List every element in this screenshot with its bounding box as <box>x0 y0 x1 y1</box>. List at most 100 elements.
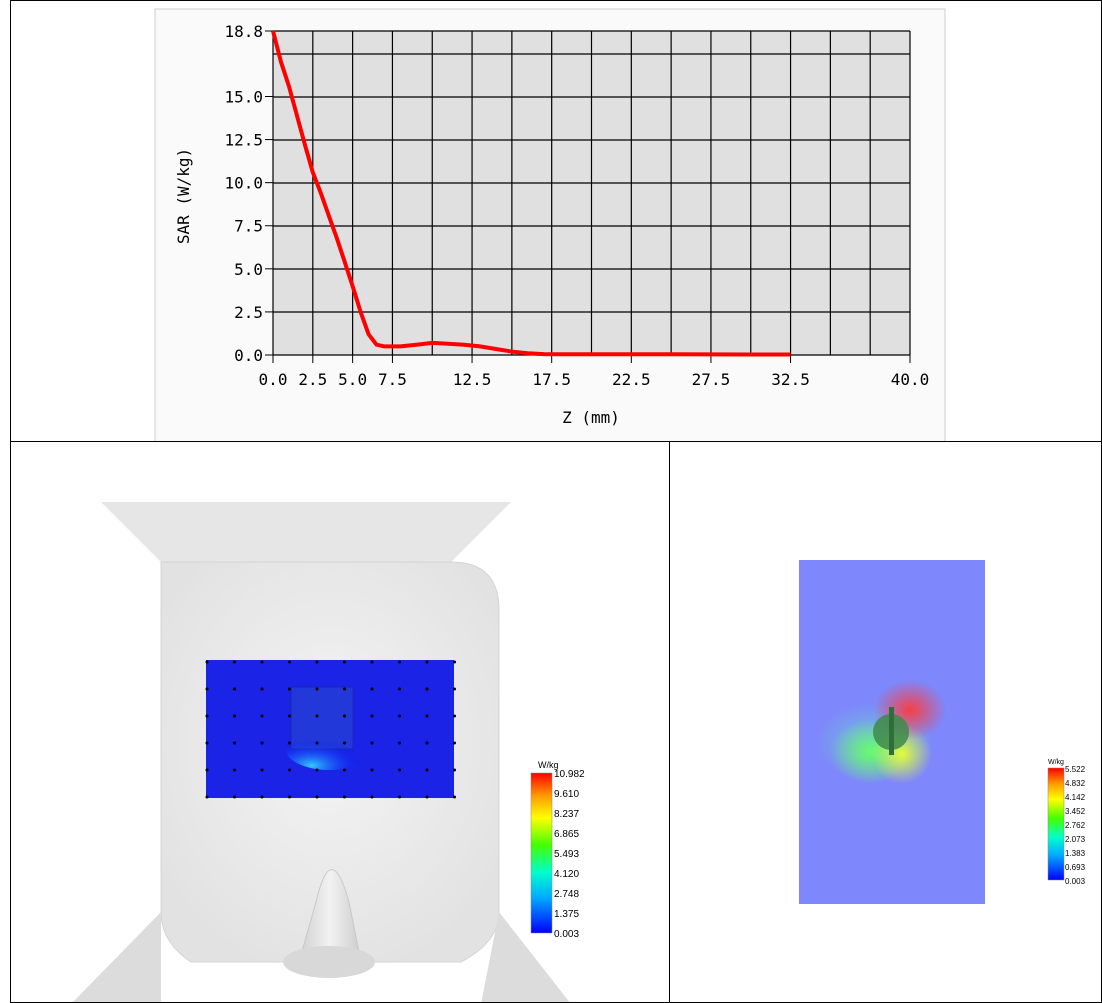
scan-grid-point <box>453 741 456 745</box>
scan-grid-point <box>288 687 291 691</box>
scan-grid-point <box>315 795 319 799</box>
y-axis-label: SAR (W/kg) <box>174 148 193 244</box>
scan-grid-point <box>315 768 319 772</box>
scan-grid-point <box>398 795 401 799</box>
area-scan-panel: W/kg 10.982 9.610 8.237 6.865 5.493 4.120 2.74… <box>10 441 670 1003</box>
scan-grid-point <box>425 687 429 691</box>
colorbar-1-unit: W/kg <box>538 760 559 770</box>
x-tick-label: 2.5 <box>298 370 327 389</box>
scan-grid-point <box>315 714 319 718</box>
scan-grid-point <box>205 768 209 772</box>
scan-grid-point <box>233 714 236 718</box>
scan-grid-point <box>315 687 319 691</box>
scan-grid-point <box>343 714 346 718</box>
colorbar-2-label: 2.073 <box>1065 835 1086 844</box>
colorbar-1-label: 5.493 <box>554 849 579 860</box>
scan-grid-point <box>453 714 456 718</box>
y-tick-label: 10.0 <box>224 174 263 193</box>
scan-grid-point <box>233 768 236 772</box>
area-scan-image: W/kg 10.982 9.610 8.237 6.865 5.493 4.120 2.74… <box>72 502 585 1002</box>
colorbar-2-label: 3.452 <box>1065 807 1086 816</box>
scan-grid-point <box>233 687 236 691</box>
scan-grid-point <box>288 768 291 772</box>
colorbar-2 <box>1047 767 1065 881</box>
scan-grid-point <box>425 795 429 799</box>
scan-grid-point <box>260 741 264 745</box>
scan-grid-point <box>343 795 346 799</box>
scan-grid-point <box>398 660 401 664</box>
sar-series-line <box>271 30 791 357</box>
scan-grid-point <box>288 660 291 664</box>
x-tick-label: 5.0 <box>338 370 367 389</box>
phantom-peg-base <box>283 946 375 978</box>
colorbar-1-label: 2.748 <box>554 889 579 900</box>
scan-grid-point <box>425 714 429 718</box>
scan-grid-point <box>315 660 319 664</box>
scan-grid-point <box>205 687 209 691</box>
y-tick-label: 18.8 <box>224 22 263 41</box>
colorbar-1-label: 0.003 <box>554 929 579 940</box>
sar-line-chart: 0.0 2.5 5.0 7.5 10.0 12.5 15.0 18.8 0.0 2.5 5.0 7.… <box>154 8 946 442</box>
zoom-peak-axis <box>889 707 894 755</box>
scan-grid-point <box>370 795 374 799</box>
scan-grid-point <box>343 741 346 745</box>
scan-grid-point <box>398 768 401 772</box>
x-axis-label: Z (mm) <box>562 408 620 427</box>
colorbar-1-label: 1.375 <box>554 909 579 920</box>
phantom-top-rim <box>101 502 511 562</box>
scan-grid-point <box>205 714 209 718</box>
scan-grid-point <box>260 687 264 691</box>
scan-grid-point <box>453 768 456 772</box>
x-tick-label: 40.0 <box>891 370 930 389</box>
phantom-right-leg <box>481 912 570 1002</box>
scan-grid-point <box>260 795 264 799</box>
y-tick-label: 0.0 <box>234 346 263 365</box>
colorbar-1-label: 9.610 <box>554 789 579 800</box>
x-tick-label: 0.0 <box>259 370 288 389</box>
scan-grid-point <box>398 714 401 718</box>
scan-grid-points <box>205 660 456 799</box>
sar-z-scan-panel: 0.0 2.5 5.0 7.5 10.0 12.5 15.0 18.8 0.0 2.5 5.0 7.… <box>10 0 1102 442</box>
zoom-scan-image: W/kg 5.522 4.832 4.142 3.452 2.762 2.073 1.383… <box>799 560 1086 904</box>
scan-grid-point <box>205 741 209 745</box>
zoom-scan-panel: W/kg 5.522 4.832 4.142 3.452 2.762 2.073 1.383… <box>669 441 1102 1003</box>
x-tick-label: 17.5 <box>532 370 571 389</box>
y-tick-label: 5.0 <box>234 260 263 279</box>
phantom-left-leg <box>72 912 161 1002</box>
colorbar-1-label: 6.865 <box>554 829 579 840</box>
y-tick-label: 2.5 <box>234 303 263 322</box>
scan-grid-point <box>398 741 401 745</box>
colorbar-1-label: 10.982 <box>554 769 585 780</box>
scan-grid-point <box>233 741 236 745</box>
colorbar-2-label: 2.762 <box>1065 821 1086 830</box>
scan-grid-point <box>425 741 429 745</box>
y-tick-label: 12.5 <box>224 131 263 150</box>
scan-grid-point <box>370 741 374 745</box>
colorbar-1-label: 4.120 <box>554 869 579 880</box>
scan-grid-point <box>260 660 264 664</box>
scan-grid-point <box>370 714 374 718</box>
scan-grid-point <box>315 741 319 745</box>
scan-grid-point <box>233 795 236 799</box>
colorbar-1-label: 8.237 <box>554 809 579 820</box>
scan-grid-point <box>343 768 346 772</box>
scan-grid-point <box>205 795 209 799</box>
scan-grid-point <box>370 687 374 691</box>
scan-grid-point <box>425 660 429 664</box>
scan-grid-point <box>288 741 291 745</box>
scan-grid-point <box>425 768 429 772</box>
x-tick-label: 12.5 <box>453 370 492 389</box>
x-tick-label: 7.5 <box>378 370 407 389</box>
colorbar-2-label: 1.383 <box>1065 849 1086 858</box>
phantom-ear-peg <box>298 869 362 963</box>
scan-grid-point <box>343 660 346 664</box>
area-hotspot <box>285 726 373 770</box>
scan-grid-point <box>205 660 209 664</box>
y-tick-label: 7.5 <box>234 217 263 236</box>
y-tick-label: 15.0 <box>224 87 263 106</box>
scan-grid-point <box>453 795 456 799</box>
colorbar-2-label: 4.142 <box>1065 793 1086 802</box>
scan-grid-point <box>370 660 374 664</box>
scan-grid-point <box>288 714 291 718</box>
x-tick-label: 27.5 <box>692 370 731 389</box>
